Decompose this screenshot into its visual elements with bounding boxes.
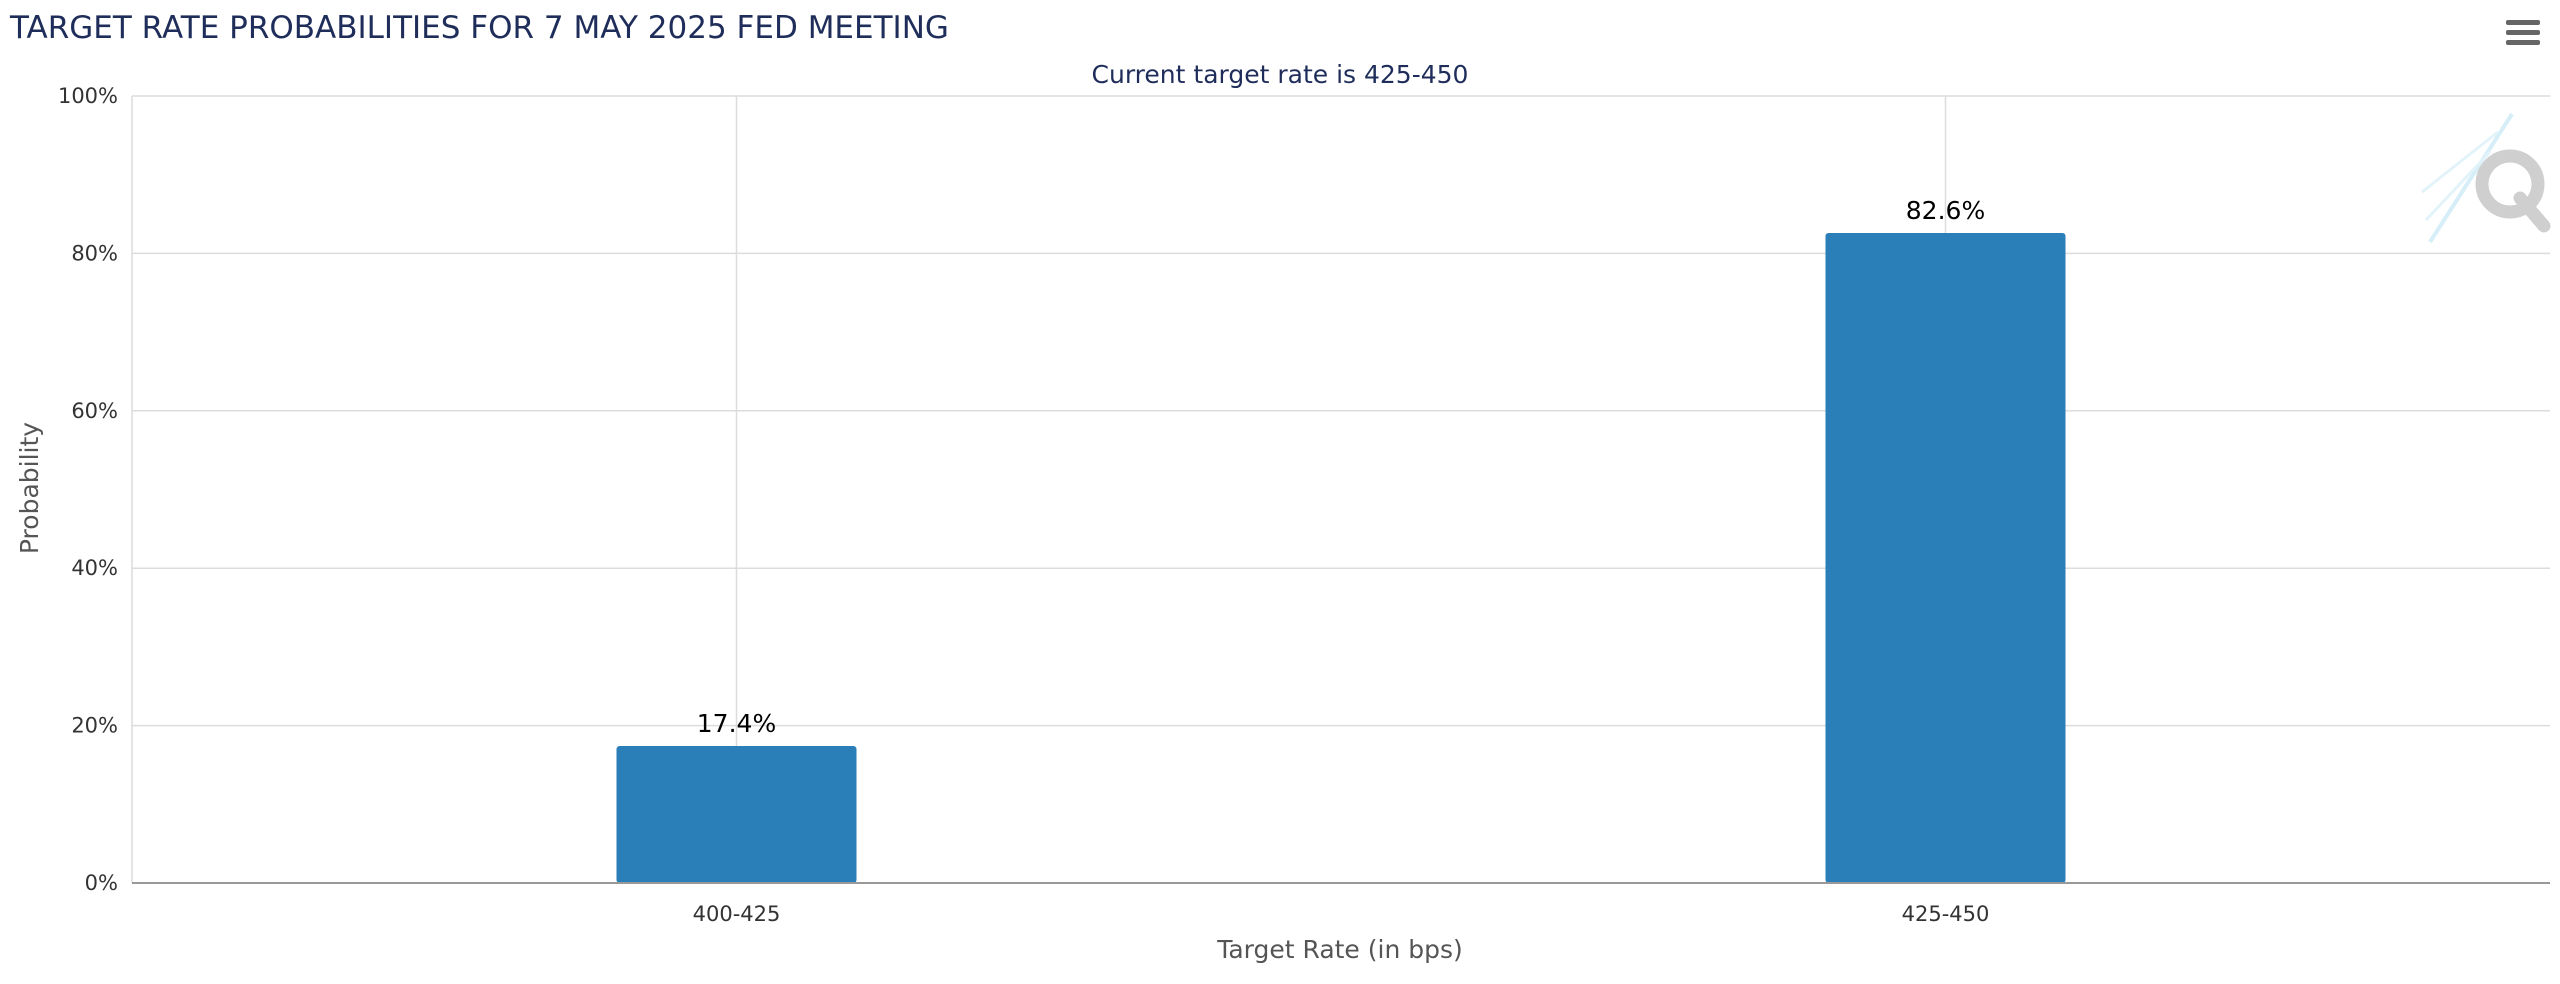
y-tick-label: 20%: [71, 714, 118, 738]
y-tick-label: 60%: [71, 399, 118, 423]
y-axis-title: Probability: [15, 422, 44, 554]
x-tick-label-400-425: 400-425: [693, 902, 781, 926]
bars: [616, 232, 2066, 884]
y-tick-label: 100%: [58, 84, 118, 108]
x-axis-title: Target Rate (in bps): [1216, 935, 1463, 964]
data-label-425-450: 82.6%: [1906, 196, 1985, 225]
y-tick-label: 0%: [85, 871, 118, 895]
hamburger-menu-icon[interactable]: [2506, 20, 2540, 45]
y-tick-label: 40%: [71, 556, 118, 580]
bar-400-425[interactable]: [616, 746, 857, 883]
x-axis-ticks: 400-425 425-450: [693, 902, 1990, 926]
y-tick-label: 80%: [71, 241, 118, 265]
chart-subtitle: Current target rate is 425-450: [1092, 60, 1469, 89]
chart-title: TARGET RATE PROBABILITIES FOR 7 MAY 2025…: [9, 10, 949, 46]
bar-425-450[interactable]: [1825, 232, 2066, 884]
y-axis-ticks: 0% 20% 40% 60% 80% 100%: [58, 84, 118, 895]
q-logo-watermark: [2421, 112, 2551, 244]
data-labels: 17.4% 82.6%: [697, 196, 1985, 738]
gridlines: [131, 95, 2550, 884]
data-label-400-425: 17.4%: [697, 709, 776, 738]
x-tick-label-425-450: 425-450: [1902, 902, 1990, 926]
